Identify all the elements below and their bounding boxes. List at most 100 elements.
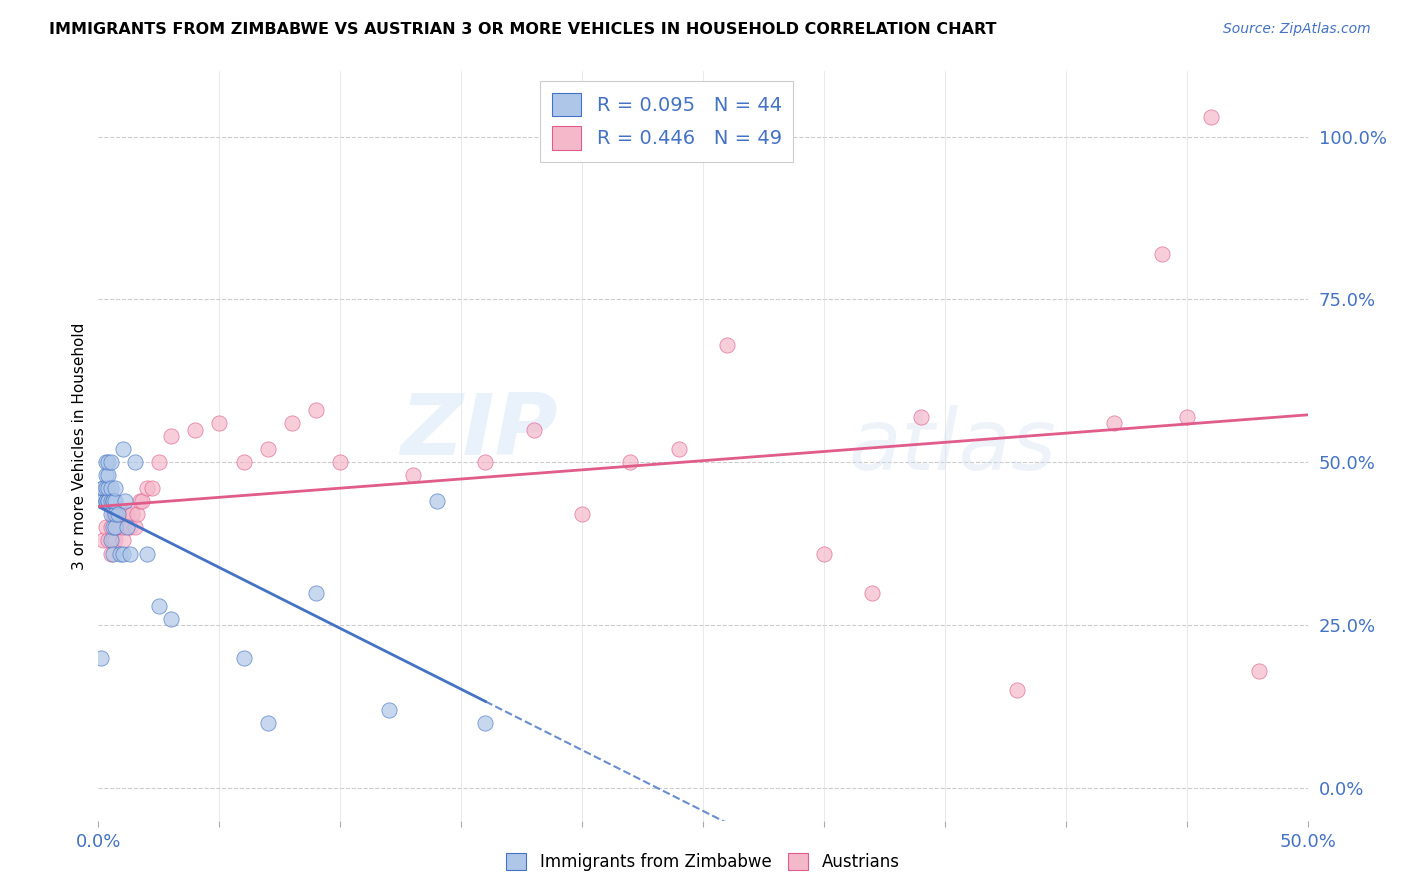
Point <box>97 494 120 508</box>
Point <box>329 455 352 469</box>
Legend: Immigrants from Zimbabwe, Austrians: Immigrants from Zimbabwe, Austrians <box>498 845 908 880</box>
Point <box>716 338 738 352</box>
Point <box>1152 247 1174 261</box>
Point <box>101 533 124 548</box>
Point <box>111 520 134 534</box>
Point <box>100 494 122 508</box>
Point <box>91 494 114 508</box>
Point <box>97 455 120 469</box>
Point <box>94 494 117 508</box>
Point <box>523 423 546 437</box>
Point <box>232 650 254 665</box>
Point <box>426 494 449 508</box>
Point <box>108 520 131 534</box>
Point <box>148 455 170 469</box>
Point <box>860 585 883 599</box>
Point <box>94 494 117 508</box>
Text: ZIP: ZIP <box>401 390 558 473</box>
Point <box>117 520 139 534</box>
Point <box>1199 110 1222 124</box>
Point <box>100 520 122 534</box>
Point <box>124 520 146 534</box>
Point <box>1249 664 1271 678</box>
Point <box>184 423 207 437</box>
Point <box>118 520 141 534</box>
Point <box>104 494 127 508</box>
Point <box>100 508 122 522</box>
Point <box>668 442 690 457</box>
Point <box>111 442 134 457</box>
Point <box>97 533 120 548</box>
Point <box>571 508 593 522</box>
Point <box>117 508 139 522</box>
Point <box>91 533 114 548</box>
Point <box>1102 416 1125 430</box>
Point <box>474 455 496 469</box>
Point <box>97 494 120 508</box>
Point <box>94 468 117 483</box>
Point <box>128 494 150 508</box>
Point <box>104 481 127 495</box>
Point <box>100 533 122 548</box>
Point <box>101 494 124 508</box>
Point <box>97 468 120 483</box>
Point <box>97 481 120 495</box>
Point <box>107 508 129 522</box>
Text: atlas: atlas <box>848 404 1056 488</box>
Point <box>127 508 149 522</box>
Point <box>135 547 157 561</box>
Point <box>402 468 425 483</box>
Point <box>813 547 835 561</box>
Point <box>305 403 328 417</box>
Point <box>131 494 153 508</box>
Point <box>121 508 143 522</box>
Legend: R = 0.095   N = 44, R = 0.446   N = 49: R = 0.095 N = 44, R = 0.446 N = 49 <box>540 81 793 161</box>
Point <box>256 442 278 457</box>
Point <box>91 481 114 495</box>
Point <box>114 494 136 508</box>
Text: IMMIGRANTS FROM ZIMBABWE VS AUSTRIAN 3 OR MORE VEHICLES IN HOUSEHOLD CORRELATION: IMMIGRANTS FROM ZIMBABWE VS AUSTRIAN 3 O… <box>49 22 997 37</box>
Point <box>118 547 141 561</box>
Point <box>111 533 134 548</box>
Point <box>232 455 254 469</box>
Point <box>208 416 231 430</box>
Point <box>94 520 117 534</box>
Point <box>1007 683 1029 698</box>
Point <box>100 547 122 561</box>
Point <box>474 715 496 730</box>
Point <box>135 481 157 495</box>
Point <box>160 612 183 626</box>
Point <box>124 455 146 469</box>
Y-axis label: 3 or more Vehicles in Household: 3 or more Vehicles in Household <box>72 322 87 570</box>
Point <box>114 508 136 522</box>
Point <box>104 520 127 534</box>
Point <box>281 416 304 430</box>
Point <box>101 547 124 561</box>
Point <box>377 703 399 717</box>
Point <box>104 533 127 548</box>
Point <box>90 650 112 665</box>
Point <box>108 547 131 561</box>
Point <box>100 481 122 495</box>
Point <box>111 547 134 561</box>
Point <box>148 599 170 613</box>
Point <box>1175 409 1198 424</box>
Point <box>101 520 124 534</box>
Text: Source: ZipAtlas.com: Source: ZipAtlas.com <box>1223 22 1371 37</box>
Point <box>104 508 127 522</box>
Point <box>107 508 129 522</box>
Point <box>141 481 163 495</box>
Point <box>256 715 278 730</box>
Point <box>305 585 328 599</box>
Point <box>104 508 127 522</box>
Point <box>91 481 114 495</box>
Point <box>619 455 641 469</box>
Point <box>160 429 183 443</box>
Point <box>94 455 117 469</box>
Point <box>910 409 932 424</box>
Point <box>101 494 124 508</box>
Point <box>100 455 122 469</box>
Point <box>107 520 129 534</box>
Point <box>94 481 117 495</box>
Point <box>101 508 124 522</box>
